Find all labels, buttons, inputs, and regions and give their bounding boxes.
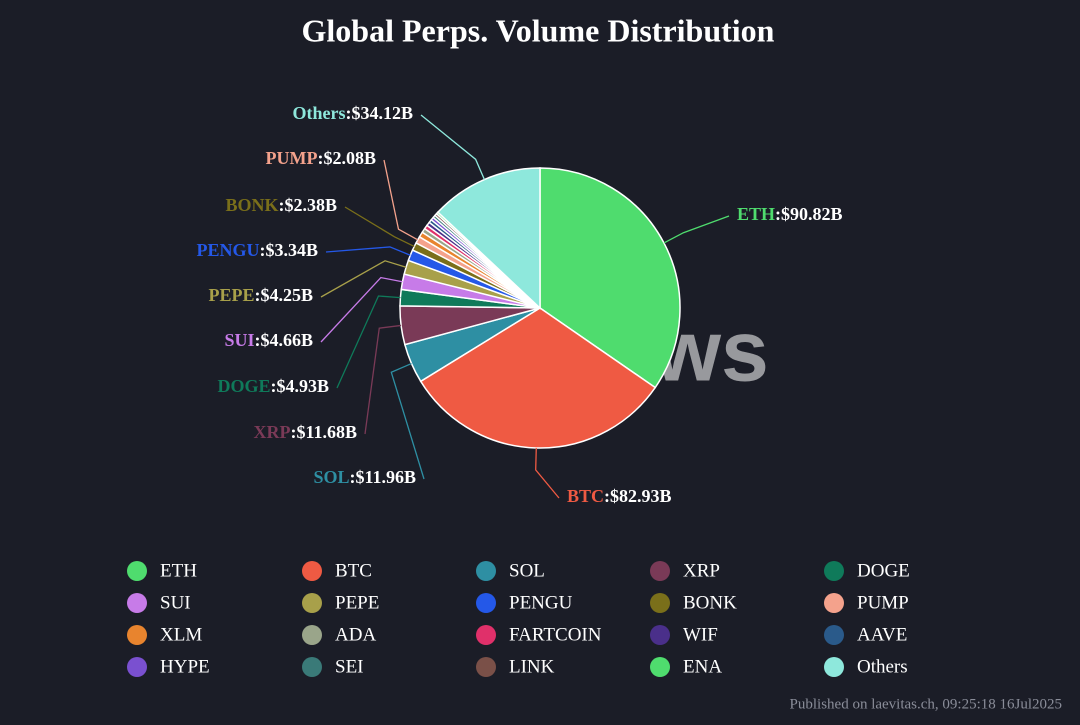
pie-slice bbox=[436, 167, 541, 310]
leader-line bbox=[344, 206, 415, 248]
legend-label: BTC bbox=[335, 560, 372, 581]
label-value: :$4.66B bbox=[255, 330, 314, 350]
pie bbox=[399, 167, 681, 449]
data-label: PENGU:$3.34B bbox=[197, 240, 319, 260]
legend-label: PUMP bbox=[857, 592, 909, 613]
label-name: BTC bbox=[567, 486, 604, 506]
label-name: PUMP bbox=[266, 148, 318, 168]
legend-swatch bbox=[127, 561, 147, 581]
legend-label: ENA bbox=[683, 656, 722, 677]
label-name: DOGE bbox=[217, 376, 270, 396]
legend-label: ETH bbox=[160, 560, 197, 581]
data-label: BTC:$82.93B bbox=[567, 486, 672, 506]
label-value: :$4.93B bbox=[271, 376, 330, 396]
legend-swatch bbox=[824, 561, 844, 581]
legend-swatch bbox=[127, 625, 147, 645]
legend-label: BONK bbox=[683, 592, 737, 613]
leader-line bbox=[383, 159, 419, 241]
data-label: XRP:$11.68B bbox=[253, 422, 357, 442]
legend-swatch bbox=[824, 593, 844, 613]
label-value: :$2.08B bbox=[318, 148, 377, 168]
data-label: Others:$34.12B bbox=[293, 103, 414, 123]
data-label: DOGE:$4.93B bbox=[217, 376, 329, 396]
legend-label: XRP bbox=[683, 560, 720, 581]
legend-swatch bbox=[476, 657, 496, 677]
legend-label: AAVE bbox=[857, 624, 907, 645]
legend-swatch bbox=[824, 625, 844, 645]
legend-label: DOGE bbox=[857, 560, 910, 581]
label-name: PENGU bbox=[197, 240, 260, 260]
data-label: ETH:$90.82B bbox=[737, 204, 843, 224]
legend-label: ADA bbox=[335, 624, 376, 645]
label-name: BONK bbox=[225, 195, 278, 215]
legend-label: PEPE bbox=[335, 592, 379, 613]
leader-line bbox=[420, 114, 485, 180]
label-value: :$2.38B bbox=[279, 195, 338, 215]
leader-line bbox=[663, 215, 730, 244]
data-label: PEPE:$4.25B bbox=[208, 285, 313, 305]
legend-swatch bbox=[476, 625, 496, 645]
legend-swatch bbox=[650, 593, 670, 613]
footer: Published on laevitas.ch, 09:25:18 16Jul… bbox=[790, 696, 1062, 712]
label-value: :$3.34B bbox=[260, 240, 319, 260]
legend-swatch bbox=[476, 561, 496, 581]
legend-label: WIF bbox=[683, 624, 718, 645]
label-name: ETH bbox=[737, 204, 775, 224]
legend-label: Others bbox=[857, 656, 908, 677]
legend-swatch bbox=[650, 625, 670, 645]
legend-swatch bbox=[302, 625, 322, 645]
legend-label: SUI bbox=[160, 592, 191, 613]
legend-label: SEI bbox=[335, 656, 364, 677]
label-name: XRP bbox=[253, 422, 290, 442]
pie-slice bbox=[539, 167, 681, 389]
label-value: :$82.93B bbox=[604, 486, 672, 506]
legend-label: LINK bbox=[509, 656, 555, 677]
legend-swatch bbox=[127, 593, 147, 613]
legend-label: SOL bbox=[509, 560, 545, 581]
data-label: PUMP:$2.08B bbox=[266, 148, 376, 168]
legend-swatch bbox=[302, 593, 322, 613]
leader-line bbox=[535, 447, 560, 499]
legend-swatch bbox=[302, 561, 322, 581]
chart-title: Global Perps. Volume Distribution bbox=[302, 12, 775, 48]
leader-line bbox=[320, 276, 403, 343]
label-name: SUI bbox=[224, 330, 254, 350]
label-value: :$90.82B bbox=[775, 204, 843, 224]
leader-line bbox=[320, 260, 407, 298]
label-value: :$11.68B bbox=[290, 422, 357, 442]
legend-label: PENGU bbox=[509, 592, 573, 613]
leader-line bbox=[364, 324, 402, 435]
label-value: :$11.96B bbox=[349, 467, 416, 487]
data-label: SOL:$11.96B bbox=[313, 467, 416, 487]
pie-slice bbox=[419, 307, 657, 449]
label-name: SOL bbox=[313, 467, 349, 487]
legend-label: FARTCOIN bbox=[509, 624, 602, 645]
data-label: BONK:$2.38B bbox=[225, 195, 337, 215]
legend-swatch bbox=[650, 561, 670, 581]
leader-line bbox=[390, 362, 425, 480]
legend-swatch bbox=[127, 657, 147, 677]
legend-swatch bbox=[650, 657, 670, 677]
leader-line bbox=[325, 246, 411, 256]
data-label: SUI:$4.66B bbox=[224, 330, 313, 350]
label-value: :$34.12B bbox=[346, 103, 414, 123]
legend-label: HYPE bbox=[160, 656, 210, 677]
leader-line bbox=[336, 295, 401, 389]
legend-swatch bbox=[302, 657, 322, 677]
legend-swatch bbox=[824, 657, 844, 677]
legend-label: XLM bbox=[160, 624, 202, 645]
legend-swatch bbox=[476, 593, 496, 613]
label-name: PEPE bbox=[208, 285, 254, 305]
label-value: :$4.25B bbox=[255, 285, 314, 305]
label-name: Others bbox=[293, 103, 346, 123]
